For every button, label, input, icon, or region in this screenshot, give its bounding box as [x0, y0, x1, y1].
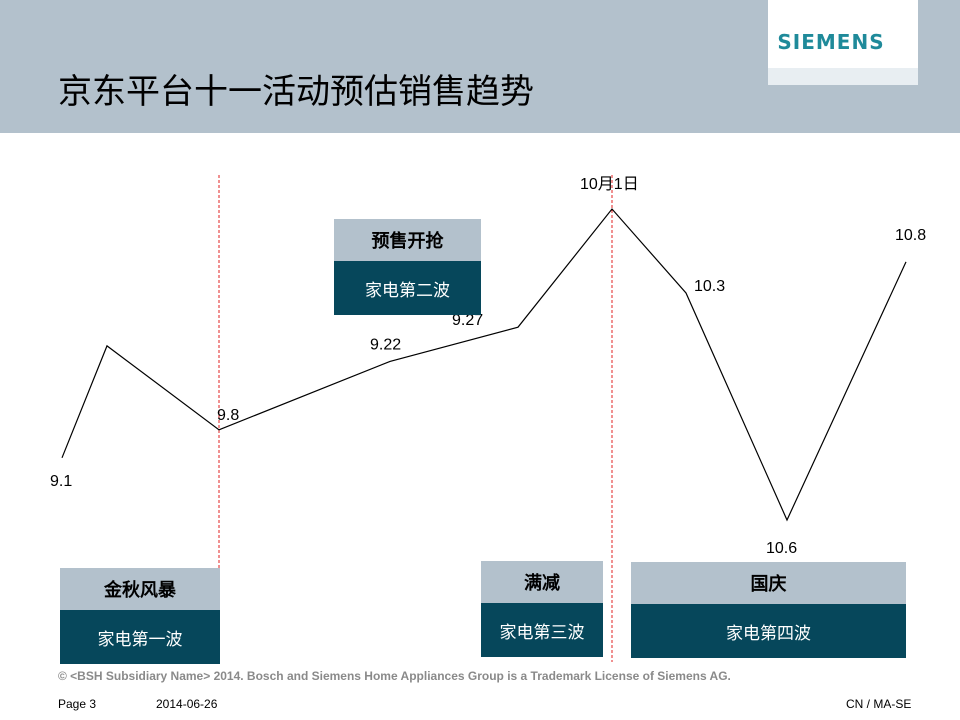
- phase-box-2: 预售开抢 家电第二波: [334, 219, 481, 315]
- data-point-label: 10月1日: [580, 176, 639, 193]
- data-point-label: 9.1: [50, 473, 72, 490]
- phase-box-subtitle: 家电第一波: [60, 610, 220, 664]
- series-line: [61, 208, 907, 522]
- data-point-label: 9.22: [370, 336, 401, 353]
- data-point-label: 9.8: [217, 407, 239, 424]
- phase-box-subtitle: 家电第二波: [334, 261, 481, 315]
- phase-box-1: 金秋风暴 家电第一波: [60, 568, 220, 664]
- copyright-notice: © <BSH Subsidiary Name> 2014. Bosch and …: [58, 669, 731, 683]
- phase-box-heading: 金秋风暴: [60, 568, 220, 610]
- phase-box-heading: 国庆: [631, 562, 906, 604]
- data-point-label: 9.27: [452, 312, 483, 329]
- phase-box-heading: 满减: [481, 561, 603, 603]
- logo-rule: [768, 68, 918, 85]
- phase-box-4: 国庆 家电第四波: [631, 562, 906, 658]
- siemens-logo: SIEMENS: [777, 30, 885, 54]
- data-point-label: 10.3: [694, 278, 725, 295]
- phase-box-3: 满减 家电第三波: [481, 561, 603, 657]
- logo-panel: [768, 0, 918, 68]
- footer-date: 2014-06-26: [156, 697, 218, 711]
- phase-box-subtitle: 家电第四波: [631, 604, 906, 658]
- slide-title: 京东平台十一活动预估销售趋势: [58, 72, 534, 112]
- page-number: Page 3: [58, 697, 97, 711]
- phase-box-heading: 预售开抢: [334, 219, 481, 261]
- phase-box-subtitle: 家电第三波: [481, 603, 603, 657]
- data-point-label: 10.8: [895, 227, 926, 244]
- footer-code: CN / MA-SE: [846, 697, 912, 711]
- data-point-label: 10.6: [766, 540, 797, 557]
